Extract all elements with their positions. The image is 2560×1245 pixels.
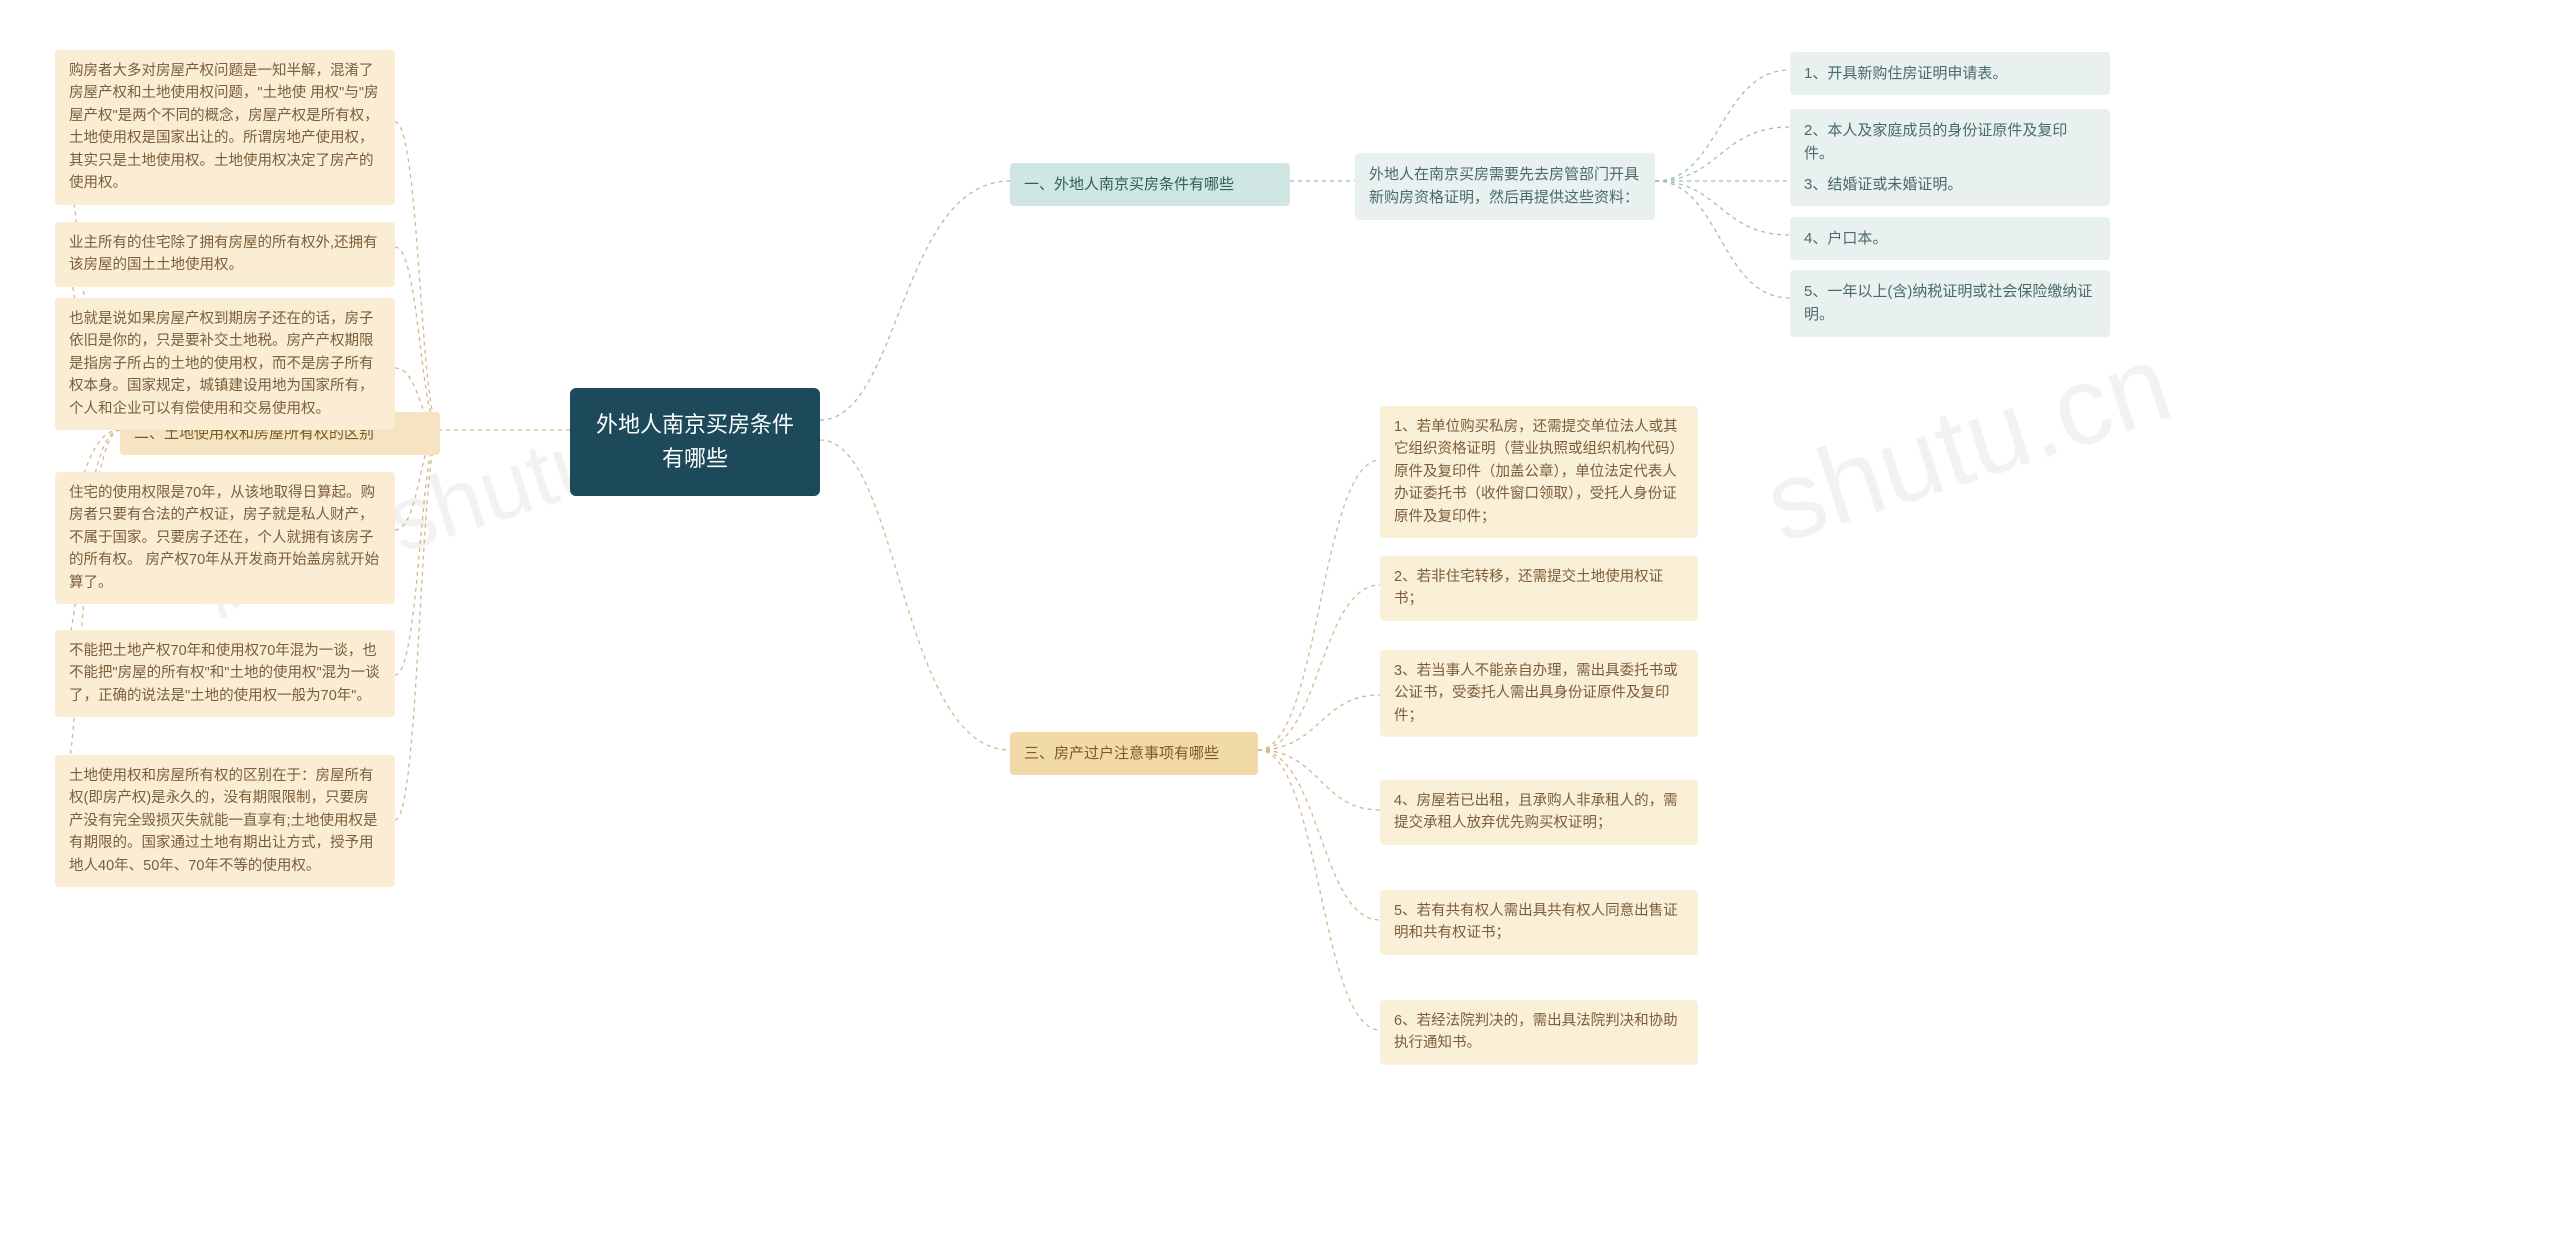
branch-3-item-3: 3、若当事人不能亲自办理，需出具委托书或公证书，受委托人需出具身份证原件及复印件… <box>1380 650 1698 737</box>
branch-3-item-6: 6、若经法院判决的，需出具法院判决和协助执行通知书。 <box>1380 1000 1698 1065</box>
branch-2-item-1: 购房者大多对房屋产权问题是一知半解，混淆了房屋产权和土地使用权问题，"土地使 用… <box>55 50 395 205</box>
branch-2-item-3: 也就是说如果房屋产权到期房子还在的话，房子依旧是你的，只是要补交土地税。房产产权… <box>55 298 395 430</box>
root-node: 外地人南京买房条件有哪些 <box>570 388 820 496</box>
branch-2-item-4: 住宅的使用权限是70年，从该地取得日算起。购房者只要有合法的产权证，房子就是私人… <box>55 472 395 604</box>
branch-2-item-6: 土地使用权和房屋所有权的区别在于：房屋所有权(即房产权)是永久的，没有期限限制，… <box>55 755 395 887</box>
branch-3-item-5: 5、若有共有权人需出具共有权人同意出售证明和共有权证书； <box>1380 890 1698 955</box>
branch-1-intro: 外地人在南京买房需要先去房管部门开具新购房资格证明，然后再提供这些资料： <box>1355 153 1655 220</box>
branch-3-item-4: 4、房屋若已出租，且承购人非承租人的，需提交承租人放弃优先购买权证明； <box>1380 780 1698 845</box>
branch-1-item-5: 5、一年以上(含)纳税证明或社会保险缴纳证明。 <box>1790 270 2110 337</box>
mindmap-canvas: 树图 shutu.cn shutu.cn <box>0 0 2560 1245</box>
branch-3-item-1: 1、若单位购买私房，还需提交单位法人或其它组织资格证明（营业执照或组织机构代码）… <box>1380 406 1698 538</box>
branch-1-item-1: 1、开具新购住房证明申请表。 <box>1790 52 2110 95</box>
branch-3-title: 三、房产过户注意事项有哪些 <box>1010 732 1258 775</box>
branch-1-item-3: 3、结婚证或未婚证明。 <box>1790 163 2110 206</box>
branch-1-item-4: 4、户口本。 <box>1790 217 2110 260</box>
branch-1-title: 一、外地人南京买房条件有哪些 <box>1010 163 1290 206</box>
branch-2-item-5: 不能把土地产权70年和使用权70年混为一谈，也不能把"房屋的所有权"和"土地的使… <box>55 630 395 717</box>
branch-3-item-2: 2、若非住宅转移，还需提交土地使用权证书； <box>1380 556 1698 621</box>
branch-2-item-2: 业主所有的住宅除了拥有房屋的所有权外,还拥有该房屋的国土土地使用权。 <box>55 222 395 287</box>
watermark-right: shutu.cn <box>1751 319 2186 568</box>
